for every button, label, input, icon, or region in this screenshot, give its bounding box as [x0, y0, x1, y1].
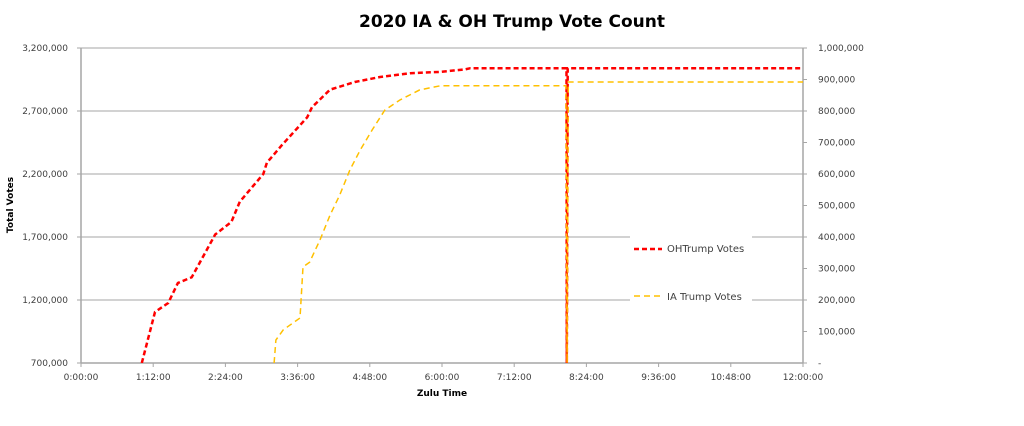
- y-tick-label: 2,200,000: [22, 170, 68, 180]
- axes: [77, 47, 807, 367]
- x-tick-label: 9:36:00: [641, 373, 676, 383]
- y2-axis-tick-labels: - 100,000 200,000 300,000 400,000 500,000 600,…: [818, 44, 864, 369]
- y-tick-label: 2,700,000: [22, 107, 68, 117]
- x-tick-label: 1:12:00: [136, 373, 171, 383]
- y2-tick-label: 900,000: [818, 76, 855, 86]
- x-axis-label: Zulu Time: [417, 389, 467, 399]
- series-lines: [140, 66, 803, 363]
- legend-label-ia: IA Trump Votes: [667, 292, 742, 303]
- y-axis-label: Total Votes: [6, 177, 16, 233]
- x-tick-label: 7:12:00: [497, 373, 532, 383]
- legend: OHTrump Votes IA Trump Votes: [630, 232, 752, 310]
- x-tick-label: 6:00:00: [425, 373, 460, 383]
- y-tick-label: 700,000: [31, 359, 68, 369]
- y-axis-tick-labels: 700,000 1,200,000 1,700,000 2,200,000 2,700,…: [22, 44, 68, 369]
- x-tick-label: 2:24:00: [208, 373, 243, 383]
- series-line-oh: [140, 66, 803, 363]
- x-tick-label: 10:48:00: [711, 373, 752, 383]
- y-tick-label: 3,200,000: [22, 44, 68, 54]
- x-axis-tick-labels: 0:00:00 1:12:00 2:24:00 3:36:00 4:48:00 6:00:…: [64, 373, 824, 383]
- y2-tick-label: 600,000: [818, 170, 855, 180]
- legend-label-oh: OHTrump Votes: [667, 244, 744, 255]
- y2-tick-label: 400,000: [818, 233, 855, 243]
- x-tick-label: 3:36:00: [280, 373, 315, 383]
- y2-tick-label: -: [818, 359, 821, 369]
- x-tick-label: 12:00:00: [783, 373, 824, 383]
- x-tick-label: 0:00:00: [64, 373, 99, 383]
- x-tick-label: 4:48:00: [352, 373, 387, 383]
- y2-tick-label: 800,000: [818, 107, 855, 117]
- y-tick-label: 1,700,000: [22, 233, 68, 243]
- chart-title: 2020 IA & OH Trump Vote Count: [359, 12, 665, 32]
- y-tick-label: 1,200,000: [22, 296, 68, 306]
- y2-tick-label: 700,000: [818, 139, 855, 149]
- y2-tick-label: 100,000: [818, 328, 855, 338]
- x-tick-label: 8:24:00: [569, 373, 604, 383]
- y2-tick-label: 1,000,000: [818, 44, 864, 54]
- series-line-ia: [273, 81, 803, 363]
- y2-tick-label: 300,000: [818, 265, 855, 275]
- y2-tick-label: 500,000: [818, 202, 855, 212]
- y2-tick-label: 200,000: [818, 296, 855, 306]
